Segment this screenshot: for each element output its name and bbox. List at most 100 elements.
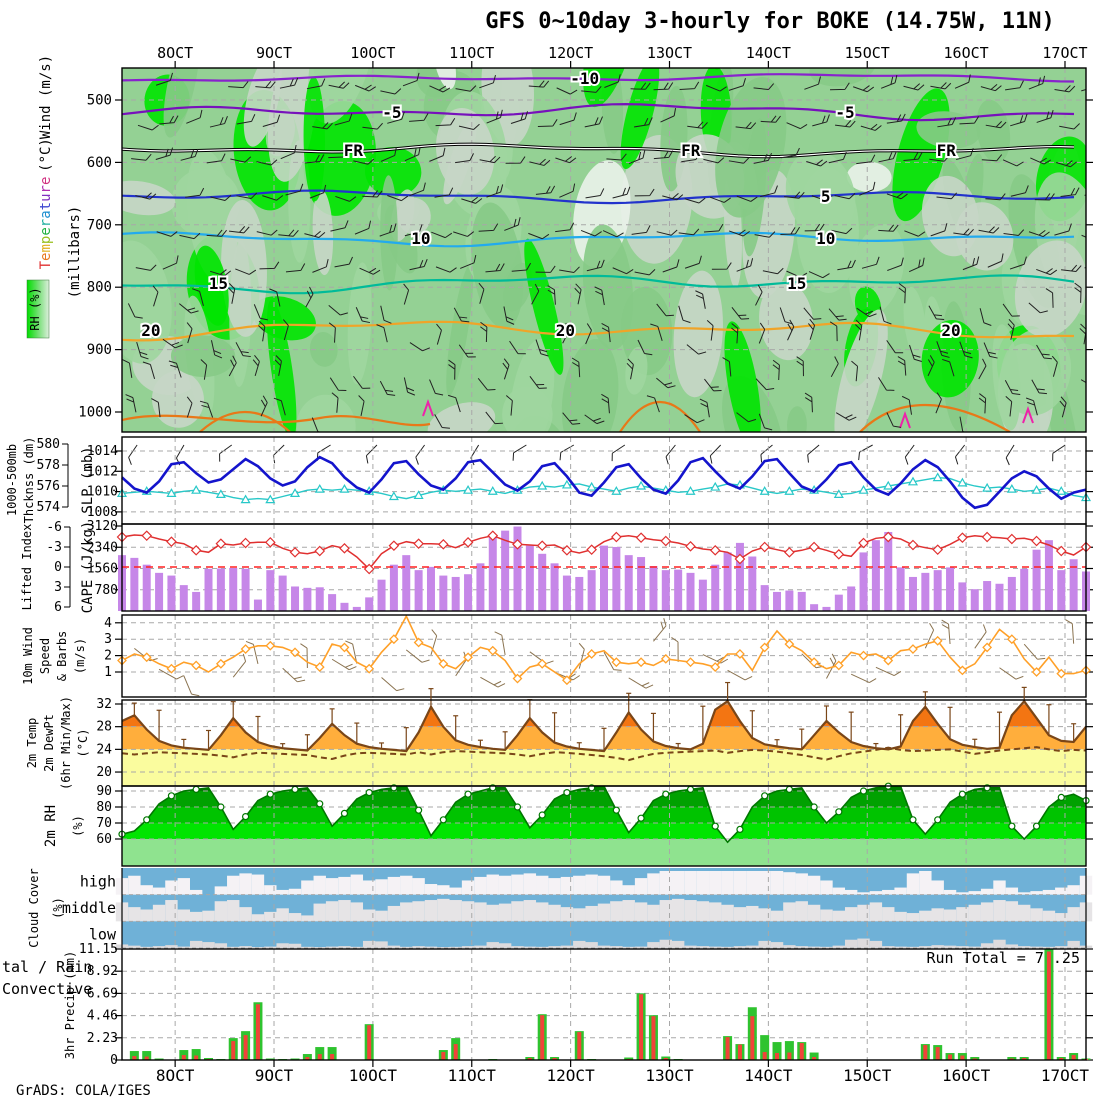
cloud-bar (449, 887, 462, 895)
cloud-bar (634, 878, 648, 895)
thickness-tick-label: 574 (37, 500, 61, 515)
precip-convective-bar (527, 1058, 532, 1060)
cloud-bar (746, 871, 759, 895)
rh-marker (637, 814, 645, 822)
wind-barb (504, 217, 521, 231)
rh-band (122, 839, 1086, 866)
cloud-bar (573, 908, 586, 922)
wind-barb (210, 269, 232, 277)
wind-barb (183, 675, 200, 697)
thickness-marker (982, 482, 993, 492)
wind-barb (529, 158, 551, 166)
contour-label: 15 (787, 274, 806, 293)
wind-barb (584, 414, 605, 425)
wind-barb (999, 667, 1024, 680)
temperature-contour (122, 189, 1075, 205)
precip-tick-label: 8.92 (87, 964, 118, 979)
cape-bar (983, 581, 992, 611)
cloud-bar (968, 891, 981, 895)
wind-barb (753, 152, 772, 164)
wind-barb (812, 114, 830, 127)
wind-barb (531, 283, 540, 305)
cloud-bar (350, 874, 364, 895)
wind-barb (684, 414, 705, 424)
cloud-bar (1030, 946, 1043, 948)
li-marker (709, 544, 721, 556)
precip-total-bar (191, 1049, 201, 1060)
xsec-millibars-label: (millibars) (67, 206, 83, 299)
wind-barb (354, 220, 372, 235)
wind-barb (736, 258, 754, 272)
precip-convective-bar (367, 1025, 372, 1060)
wind-barb (758, 322, 766, 344)
li-marker (784, 546, 795, 558)
cloud-bar (128, 945, 141, 948)
wind-barb (1036, 268, 1058, 276)
cloud-bar (1030, 908, 1043, 922)
wind-barb (328, 304, 348, 316)
precip-convective-bar (144, 1056, 149, 1060)
cloud-bar (128, 907, 141, 922)
wind-barb (755, 284, 763, 306)
cloud-bar (362, 880, 376, 895)
rh-marker (513, 803, 522, 811)
cape-bar (513, 526, 522, 611)
rh-shading-blob (221, 199, 267, 337)
rh-shading-blob (846, 161, 892, 193)
precip-convective-bar (552, 1058, 557, 1060)
wind-speed-marker (339, 642, 350, 653)
thickness-label-1: 1000-500mb (5, 444, 19, 516)
wind-barb (1054, 223, 1072, 236)
rh-shading-blob (759, 281, 814, 361)
wind-barb (282, 667, 306, 683)
rh-marker (1057, 793, 1065, 802)
wind-barb (480, 321, 488, 342)
precip-total-bar (290, 1058, 300, 1060)
wind-barb (903, 151, 923, 162)
contour-label: 15 (209, 274, 228, 293)
cloud-bar (943, 909, 957, 922)
wind-barb (227, 282, 236, 304)
precip-convective-bar (737, 1044, 742, 1060)
cloud-bar (906, 873, 920, 895)
li-marker (141, 530, 153, 542)
wind-barb (285, 263, 306, 273)
wind-barb (646, 395, 660, 413)
wind-barb (559, 112, 577, 126)
dewpoint-line (121, 746, 1087, 762)
cape-bar (723, 552, 732, 611)
rh-shading-blob (433, 68, 456, 90)
wind-barb (404, 146, 421, 162)
cloud-bar (659, 871, 672, 895)
wind-barb (835, 412, 857, 421)
wind-barb (856, 154, 876, 165)
cape-bar (637, 557, 646, 611)
wind-barb (626, 358, 634, 380)
wind-barb (585, 188, 605, 199)
cape-bar (686, 572, 695, 611)
precip-total-bar (204, 1058, 214, 1060)
thickness-marker (240, 494, 251, 504)
wind-barb (274, 355, 282, 376)
wind-barb (458, 344, 476, 358)
cloud-bar (498, 943, 512, 948)
wind-barb (453, 307, 470, 323)
wind-barb (430, 629, 438, 656)
day-label-bottom: 15OCT (843, 1066, 892, 1085)
precip-convective-bar (923, 1045, 928, 1060)
li-marker (462, 536, 474, 548)
cape-bar (266, 570, 275, 611)
precip-total-bar (142, 1051, 152, 1060)
wind-barb (309, 184, 327, 199)
cloud-bar (869, 891, 883, 895)
wind-barb (562, 412, 581, 425)
precip-convective-bar (441, 1052, 446, 1060)
cloud-bar (882, 907, 895, 922)
wind-barb (358, 395, 365, 416)
wind-barb (511, 262, 532, 272)
wind-barb (312, 258, 329, 273)
cloud-bar (844, 889, 858, 895)
wind-barb (855, 319, 863, 341)
